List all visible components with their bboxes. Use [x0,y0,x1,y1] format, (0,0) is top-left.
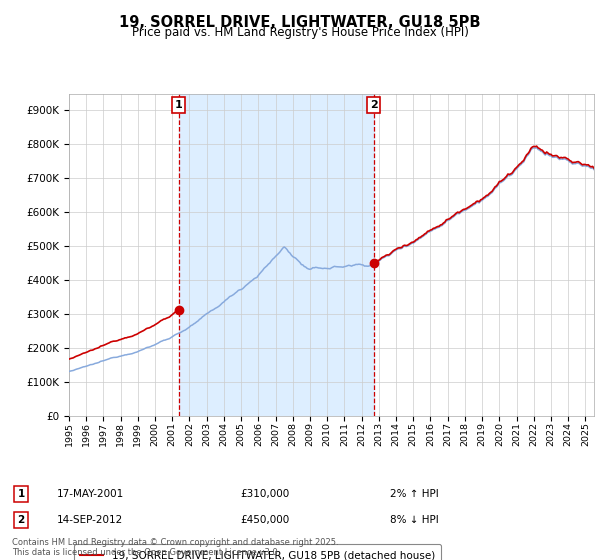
Text: £450,000: £450,000 [240,515,289,525]
Text: 8% ↓ HPI: 8% ↓ HPI [390,515,439,525]
Text: Price paid vs. HM Land Registry's House Price Index (HPI): Price paid vs. HM Land Registry's House … [131,26,469,39]
Text: Contains HM Land Registry data © Crown copyright and database right 2025.
This d: Contains HM Land Registry data © Crown c… [12,538,338,557]
Bar [179,94,374,416]
Text: 2: 2 [17,515,25,525]
Text: 19, SORREL DRIVE, LIGHTWATER, GU18 5PB: 19, SORREL DRIVE, LIGHTWATER, GU18 5PB [119,15,481,30]
Text: 1: 1 [175,100,182,110]
Text: 14-SEP-2012: 14-SEP-2012 [57,515,123,525]
Text: 1: 1 [17,489,25,499]
Legend: 19, SORREL DRIVE, LIGHTWATER, GU18 5PB (detached house), HPI: Average price, det: 19, SORREL DRIVE, LIGHTWATER, GU18 5PB (… [74,544,441,560]
Text: £310,000: £310,000 [240,489,289,499]
Text: 2% ↑ HPI: 2% ↑ HPI [390,489,439,499]
Text: 17-MAY-2001: 17-MAY-2001 [57,489,124,499]
Text: 2: 2 [370,100,378,110]
